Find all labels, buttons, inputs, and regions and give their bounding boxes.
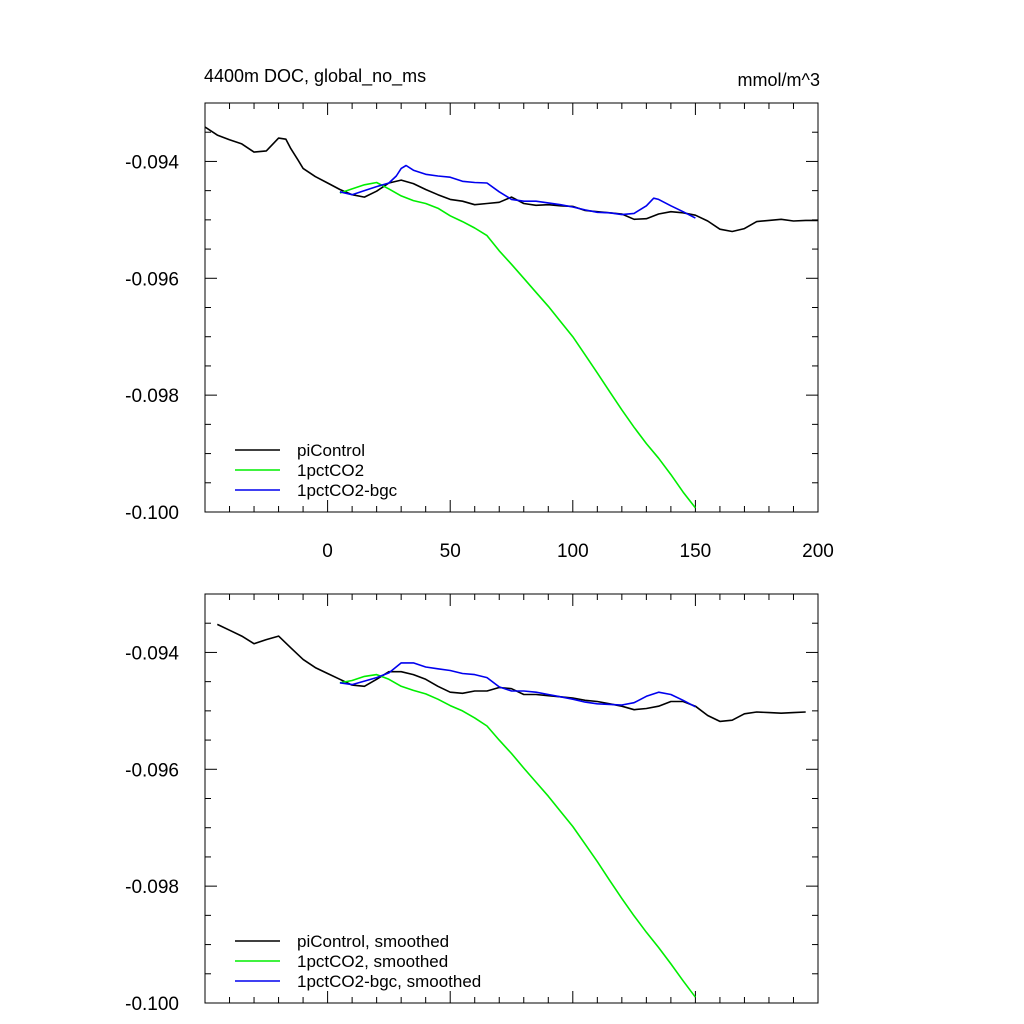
figure-units: mmol/m^3 xyxy=(738,70,820,90)
series-line-1pctco2-bgc xyxy=(339,164,696,219)
legend-label: 1pctCO2-bgc, smoothed xyxy=(297,972,481,991)
legend-label: 1pctCO2, smoothed xyxy=(297,952,448,971)
x-tick-label: 200 xyxy=(802,541,834,562)
y-tick-label: -0.094 xyxy=(125,643,179,664)
x-tick-label: 150 xyxy=(680,541,712,562)
series-line-1pctco2 xyxy=(339,673,697,998)
series-line-1pctco2-bgc xyxy=(339,662,696,708)
legend-label: piControl xyxy=(297,441,365,460)
legend-label: piControl, smoothed xyxy=(297,932,449,951)
series-line-1pctco2 xyxy=(339,181,697,509)
y-tick-label: -0.100 xyxy=(125,503,179,524)
top-panel: -0.100 -0.098 -0.096 -0.094 0 50 100 150 200 piCo… xyxy=(125,102,834,562)
y-tick-label: -0.098 xyxy=(125,877,179,898)
y-tick-label: -0.098 xyxy=(125,386,179,407)
legend-label: 1pctCO2 xyxy=(297,461,364,480)
y-tick-label: -0.100 xyxy=(125,994,179,1015)
x-tick-label: 50 xyxy=(440,541,461,562)
x-tick-label: 0 xyxy=(322,541,333,562)
figure-title: 4400m DOC, global_no_ms xyxy=(204,66,426,87)
y-tick-label: -0.096 xyxy=(125,760,179,781)
series-line-picontrol xyxy=(204,126,818,233)
x-tick-label: 100 xyxy=(557,541,589,562)
y-tick-label: -0.096 xyxy=(125,269,179,290)
y-tick-label: -0.094 xyxy=(125,152,179,173)
bottom-panel: -0.100 -0.098 -0.096 -0.094 piControl, smoot… xyxy=(125,593,819,1015)
series-line-picontrol xyxy=(216,623,806,723)
legend-label: 1pctCO2-bgc xyxy=(297,481,398,500)
